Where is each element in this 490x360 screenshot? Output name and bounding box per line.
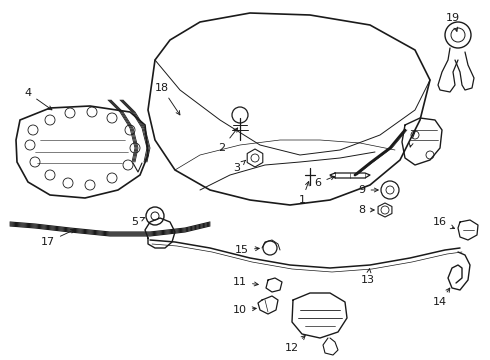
Text: 6: 6 (315, 176, 335, 188)
Text: 1: 1 (298, 181, 309, 205)
Text: 9: 9 (359, 185, 378, 195)
Text: 19: 19 (446, 13, 460, 31)
Text: 4: 4 (24, 88, 52, 110)
Text: 15: 15 (235, 245, 259, 255)
Text: 14: 14 (433, 288, 450, 307)
Text: 2: 2 (219, 128, 238, 153)
Text: 7: 7 (409, 130, 416, 147)
Text: 10: 10 (233, 305, 256, 315)
Text: 8: 8 (359, 205, 374, 215)
Text: 12: 12 (285, 336, 305, 353)
Text: 11: 11 (233, 277, 258, 287)
Text: 5: 5 (131, 217, 145, 227)
Text: 13: 13 (361, 269, 375, 285)
Text: 16: 16 (433, 217, 455, 229)
Text: 17: 17 (41, 229, 74, 247)
Text: 3: 3 (234, 160, 245, 173)
Text: 18: 18 (155, 83, 180, 115)
